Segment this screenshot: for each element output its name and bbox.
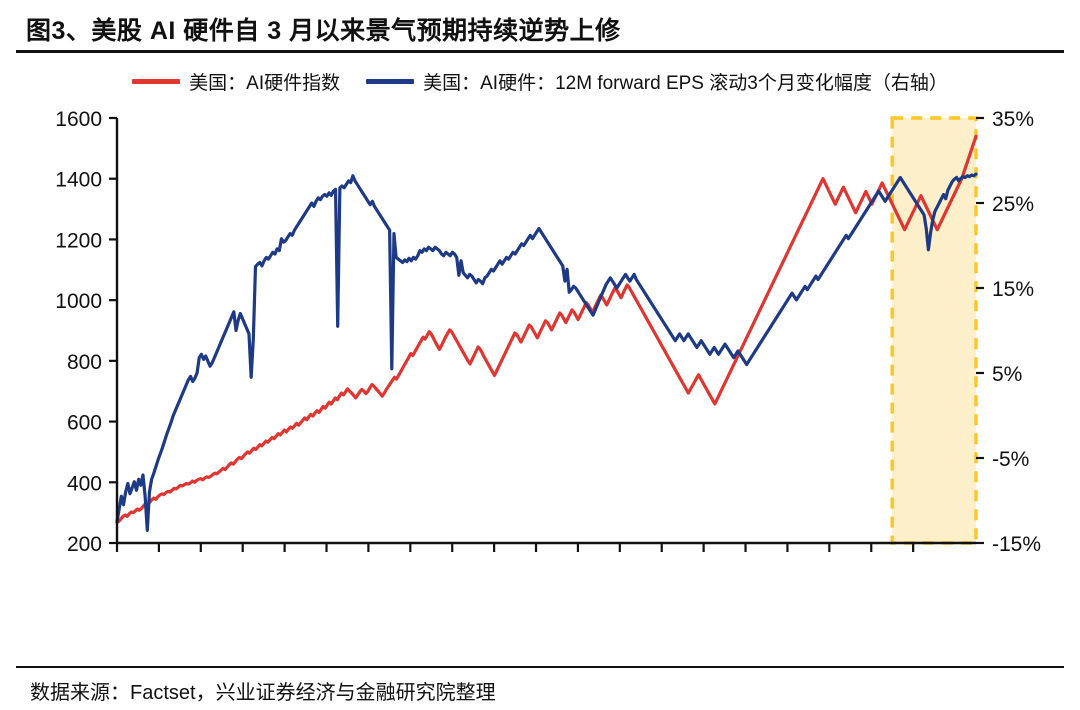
left-axis-tick-label: 1200: [55, 229, 102, 252]
figure-title: 图3、美股 AI 硬件自 3 月以来景气预期持续逆势上修: [26, 17, 621, 45]
left-axis-tick-label: 1400: [55, 169, 102, 192]
left-axis-tick-label: 1000: [55, 290, 102, 313]
series-ai-hardware-index: [115, 134, 978, 524]
left-axis-tick-label: 800: [67, 351, 102, 374]
legend-swatch-blue: [366, 78, 415, 84]
chart-legend: 美国：AI硬件指数 美国：AI硬件：12M forward EPS 滚动3个月变化…: [0, 64, 1080, 98]
legend-label: 美国：AI硬件指数: [189, 72, 341, 94]
legend-swatch-red: [132, 78, 181, 84]
left-axis-tick-label: 1600: [55, 108, 102, 131]
right-axis-tick-label: 5%: [992, 363, 1022, 386]
line-chart: 200 400 600 800 1000 1200 1400 1600 -15% -5% 5% 15%…: [55, 108, 1041, 556]
right-axis-tick-label: -15%: [992, 533, 1041, 556]
legend-label: 美国：AI硬件：12M forward EPS 滚动3个月变化幅度（右轴）: [423, 72, 948, 94]
left-axis-tick-label: 400: [67, 472, 102, 495]
left-axis-tick-label: 200: [67, 533, 102, 556]
figure-header: 图3、美股 AI 硬件自 3 月以来景气预期持续逆势上修: [0, 0, 1080, 52]
legend-red: 美国：AI硬件指数: [132, 68, 340, 95]
footer-divider: [16, 666, 1064, 668]
right-axis-tick-label: 35%: [992, 108, 1034, 131]
legend-blue: 美国：AI硬件：12M forward EPS 滚动3个月变化幅度（右轴）: [366, 68, 948, 95]
header-divider: [16, 50, 1064, 53]
plot-area: 200 400 600 800 1000 1200 1400 1600 -15% -5% 5% 15%…: [0, 100, 1080, 560]
right-axis-tick-label: 15%: [992, 278, 1034, 301]
right-axis-tick-label: 25%: [992, 193, 1034, 216]
series-eps-revision: [115, 172, 978, 532]
right-axis-tick-label: -5%: [992, 448, 1029, 471]
left-axis-tick-label: 600: [67, 412, 102, 435]
source-note: 数据来源：Factset，兴业证券经济与金融研究院整理: [30, 682, 496, 704]
